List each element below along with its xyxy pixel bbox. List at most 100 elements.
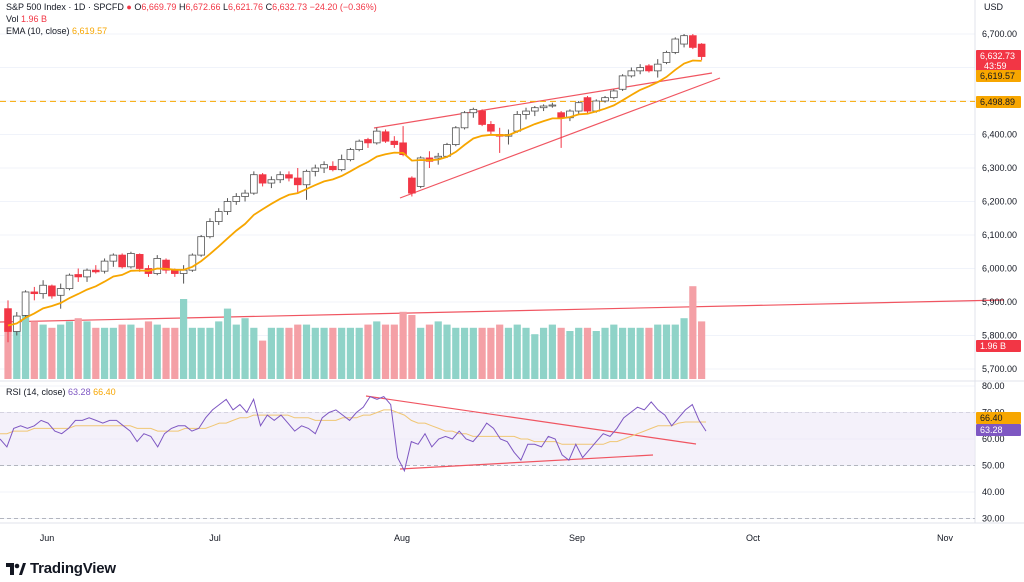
volume-bar (680, 318, 688, 379)
candle-body (83, 269, 91, 278)
symbol-dot: ● (126, 2, 132, 12)
tradingview-brand[interactable]: TradingView (6, 560, 116, 577)
volume-bars (4, 286, 706, 379)
price-tick-label: 6,300.00 (982, 163, 1017, 173)
time-tick-label: Oct (746, 533, 761, 543)
candle-body (451, 127, 460, 145)
volume-bar (557, 327, 565, 379)
volume-bar (215, 321, 223, 379)
candle-body (372, 130, 381, 144)
level-price-tag-bg (976, 96, 1021, 108)
price-tick-label: 6,700.00 (982, 29, 1017, 39)
rsi-band (0, 412, 975, 465)
volume-bar (30, 321, 38, 379)
volume-bar (338, 327, 346, 379)
candle-body (680, 35, 688, 45)
volume-bar (206, 327, 214, 379)
candle-body (416, 157, 425, 187)
volume-bar (548, 324, 556, 379)
close-value: 6,632.73 (272, 2, 308, 12)
volume-bar (469, 327, 477, 379)
time-axis[interactable]: Jun Jul Aug Sep Oct Nov (40, 533, 954, 543)
volume-bar (364, 324, 372, 379)
volume-bar (4, 327, 12, 379)
volume-bar (355, 327, 363, 379)
volume-bar (566, 331, 574, 379)
volume-bar (144, 321, 153, 379)
ema-legend-value: 6,619.57 (72, 26, 108, 36)
volume-bar (197, 327, 205, 379)
rsi-tick-label: 50.00 (982, 461, 1005, 471)
volume-bar (294, 324, 302, 379)
candle-body (645, 65, 653, 72)
candle-body (39, 284, 47, 295)
trendlines (0, 72, 1005, 470)
volume-bar (504, 327, 513, 379)
candle-body (539, 105, 548, 109)
volume-bar (487, 327, 495, 379)
candle-body (469, 108, 478, 114)
candle-body (689, 35, 697, 48)
time-tick-label: Jun (40, 533, 55, 543)
ema-price-tag-text: 6,619.57 (980, 71, 1015, 81)
candle-body (548, 104, 557, 107)
time-tick-label: Nov (937, 533, 954, 543)
candle-body (320, 164, 328, 169)
candle-body (197, 236, 205, 256)
open-value: 6,669.79 (141, 2, 177, 12)
volume-bar (539, 327, 548, 379)
volume-bar (522, 327, 530, 379)
price-tick-label: 5,700.00 (982, 364, 1017, 374)
candle-body (522, 110, 530, 115)
volume-bar (83, 321, 91, 379)
currency-label[interactable]: USD (984, 2, 1004, 12)
volume-bar (162, 327, 170, 379)
candle-body (109, 254, 118, 262)
rsi-tag-bg (976, 424, 1021, 436)
volume-bar (601, 327, 609, 379)
price-tick-label: 6,100.00 (982, 230, 1017, 240)
volume-bar (100, 327, 109, 379)
volume-bar (460, 327, 469, 379)
time-tick-label: Sep (569, 533, 585, 543)
channel-lower-trendline (399, 77, 721, 199)
volume-bar (267, 327, 275, 379)
candle-body (276, 174, 284, 181)
rsi-lines (0, 395, 707, 473)
volume-bar (118, 324, 126, 379)
volume-bar (48, 327, 56, 379)
candle-body (329, 165, 337, 171)
volume-bar (57, 324, 65, 379)
level-price-tag: 6,498.89 (976, 96, 1021, 108)
price-tick-label: 5,900.00 (982, 297, 1017, 307)
candle-body (460, 112, 469, 129)
volume-tag: 1.96 B (976, 340, 1021, 352)
candle-body (48, 285, 56, 297)
volume-bar (425, 324, 434, 379)
candle-body (557, 112, 565, 119)
rsi-legend[interactable]: RSI (14, close) 63.28 66.40 (6, 387, 116, 397)
volume-legend[interactable]: Vol 1.96 B (6, 14, 48, 24)
volume-bar (285, 327, 293, 379)
candle-body (381, 131, 390, 142)
volume-bar (662, 324, 671, 379)
ema-legend[interactable]: EMA (10, close) 6,619.57 (6, 26, 108, 36)
volume-bar (153, 324, 161, 379)
volume-bar (381, 324, 390, 379)
volume-bar (21, 302, 30, 379)
volume-bar (417, 327, 425, 379)
candle-body (267, 179, 276, 184)
candle-body (293, 177, 302, 186)
time-tick-label: Jul (209, 533, 221, 543)
volume-bar (241, 318, 249, 379)
symbol-title[interactable]: S&P 500 Index · 1D · SPCFD (6, 2, 124, 12)
candle-body (662, 52, 671, 63)
rsi-tag-text: 63.28 (980, 425, 1003, 435)
candle-body (30, 291, 39, 295)
candle-body (364, 139, 372, 144)
volume-bar (390, 324, 398, 379)
volume-bar (610, 324, 618, 379)
volume-bar (346, 327, 355, 379)
